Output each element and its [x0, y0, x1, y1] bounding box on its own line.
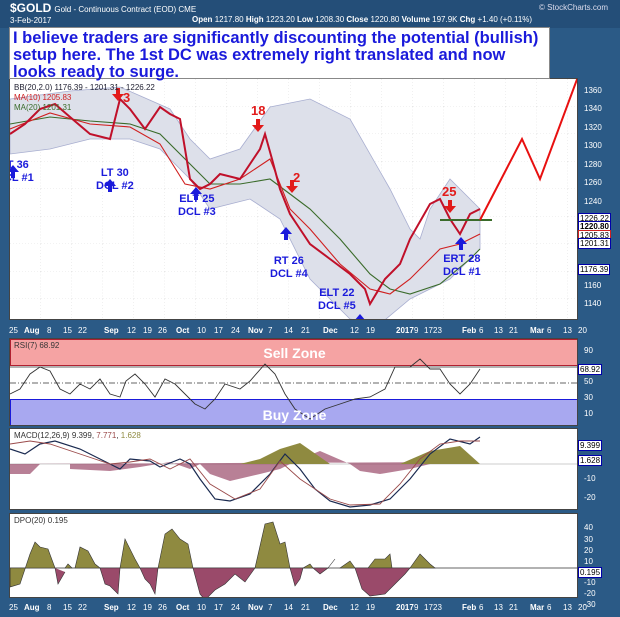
ohlc-summary: Open 1217.80 High 1223.20 Low 1208.30 Cl… — [192, 15, 533, 24]
annotation-18: 18 — [251, 103, 266, 118]
dpo-y-tick: 40 — [584, 523, 593, 532]
y-tick: 1240 — [584, 197, 602, 206]
rsi-plot — [10, 358, 577, 420]
dpo-pane: DPO(20) 0.195 — [9, 513, 578, 598]
y-tick: 1340 — [584, 104, 602, 113]
dpo-y-tick: -30 — [584, 600, 596, 609]
macd-y-tick: -20 — [584, 493, 596, 502]
price-series — [10, 97, 481, 307]
y-tick: 1320 — [584, 123, 602, 132]
annotation-3: 3 — [123, 90, 131, 105]
price-pane: BB(20,2.0) 1176.39 - 1201.31 - 1226.22 M… — [9, 78, 578, 320]
macd-hist-value-tag: 1.628 — [578, 455, 603, 466]
annotation-elt25-dcl3: ELT 25 DCL #3 — [178, 193, 216, 218]
annotation-elt22-dcl5: ELT 22 DCL #5 — [318, 287, 356, 312]
dpo-y-tick: 30 — [584, 535, 593, 544]
ma10-line — [10, 112, 481, 295]
value-tag-ma20: 1201.31 — [578, 238, 611, 249]
ma20-legend: MA(20) 1201.31 — [14, 103, 72, 112]
annotation-note: I believe traders are significantly disc… — [9, 27, 550, 81]
macd-y-tick: -10 — [584, 474, 596, 483]
rsi-legend: RSI(7) 68.92 — [14, 341, 60, 350]
rsi-pane: RSI(7) 68.92 Sell Zone Buy Zone — [9, 338, 578, 426]
ma10-legend: MA(10) 1205.83 — [14, 93, 72, 102]
dpo-y-tick: 20 — [584, 546, 593, 555]
dpo-legend: DPO(20) 0.195 — [14, 516, 68, 525]
y-tick: 1160 — [584, 281, 602, 290]
macd-value-tag: 9.399 — [578, 440, 603, 451]
annotation-ert28-dcl1: ERT 28 DCL #1 — [443, 253, 481, 278]
chart-header: $GOLD Gold - Continuous Contract (EOD) CM… — [0, 0, 620, 28]
rsi-y-tick: 50 — [584, 377, 593, 386]
macd-pane: MACD(12,26,9) 9.399, 7.771, 1.628 — [9, 428, 578, 510]
rsi-y-tick: 90 — [584, 346, 593, 355]
annotation-25: 25 — [442, 184, 457, 199]
price-plot — [10, 79, 577, 319]
y-tick: 1260 — [584, 178, 602, 187]
dpo-y-tick: -20 — [584, 589, 596, 598]
y-tick: 1280 — [584, 160, 602, 169]
red-arrow-icons — [112, 88, 456, 213]
dpo-value-tag: 0.195 — [578, 567, 603, 578]
dpo-y-tick: 10 — [584, 557, 593, 566]
y-tick: 1300 — [584, 141, 602, 150]
y-tick: 1360 — [584, 86, 602, 95]
date-axis-top: 25 Aug 8 15 22 Sep 12 19 26 Oct 10 17 24 Nov 7 14 21 Dec 1… — [9, 326, 587, 335]
annotation-2: 2 — [293, 170, 301, 185]
blue-arrow-icons — [10, 165, 467, 319]
dpo-plot — [10, 521, 577, 597]
dpo-y-tick: -10 — [584, 578, 596, 587]
annotation-lt30-dcl2: LT 30 DCL #2 — [96, 167, 134, 192]
brand-label: © StockCharts.com — [538, 3, 608, 12]
annotation-lt36-dcl1: LT 36DCL #1 — [10, 159, 34, 184]
annotation-rt26-dcl4: RT 26 DCL #4 — [270, 255, 308, 280]
buy-zone-label: Buy Zone — [262, 407, 327, 423]
rsi-y-tick: 30 — [584, 393, 593, 402]
sell-zone — [10, 339, 577, 366]
bb-legend: BB(20,2.0) 1176.39 - 1201.31 - 1226.22 — [14, 83, 155, 92]
symbol-title: $GOLD Gold - Continuous Contract (EOD) CM… — [10, 1, 197, 15]
macd-plot — [10, 436, 577, 508]
chart-date: 3-Feb-2017 — [10, 16, 52, 25]
projection-line — [479, 79, 577, 221]
macd-legend: MACD(12,26,9) 9.399, 7.771, 1.628 — [14, 431, 141, 440]
buy-zone — [10, 399, 577, 425]
date-axis-bottom: 25 Aug 8 15 22 Sep 12 19 26 Oct 10 17 24 Nov 7 14 21 Dec 1… — [9, 603, 587, 612]
sell-zone-label: Sell Zone — [263, 345, 326, 361]
rsi-value-tag: 68.92 — [578, 364, 603, 375]
value-tag-bb-lower: 1176.39 — [578, 264, 611, 275]
rsi-y-tick: 10 — [584, 409, 593, 418]
y-tick: 1140 — [584, 299, 602, 308]
